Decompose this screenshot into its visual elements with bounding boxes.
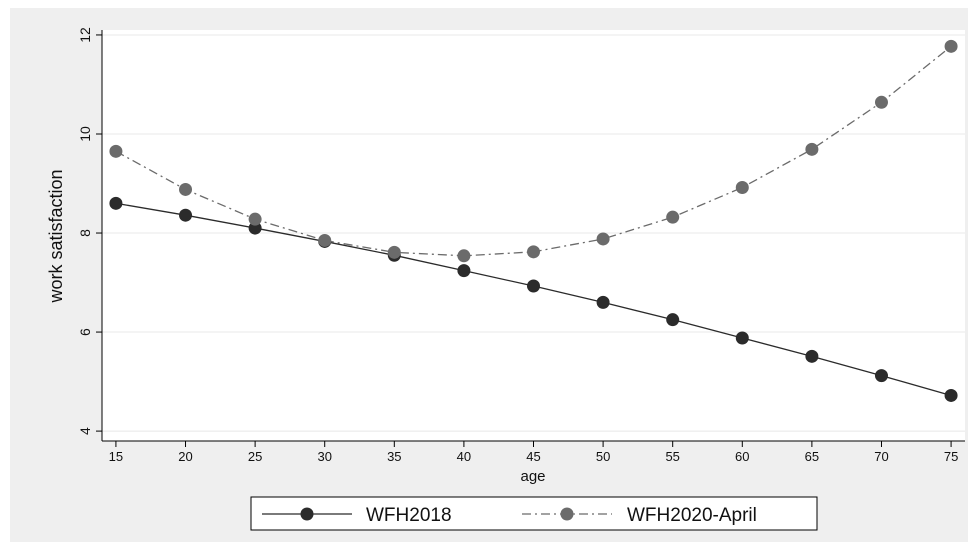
data-point-wfh2018 — [944, 388, 958, 402]
x-tick-label: 25 — [248, 449, 262, 464]
data-point-wfh2020-april — [666, 210, 680, 224]
y-tick-label: 4 — [77, 427, 93, 435]
legend-label-wfh2018: WFH2018 — [366, 505, 452, 526]
x-tick-label: 30 — [317, 449, 331, 464]
y-tick-label: 12 — [77, 27, 93, 43]
y-tick-label: 8 — [77, 229, 93, 237]
data-point-wfh2018 — [109, 196, 123, 210]
x-tick-label: 55 — [665, 449, 679, 464]
data-point-wfh2020-april — [874, 95, 888, 109]
x-tick-label: 75 — [944, 449, 958, 464]
x-tick-label: 60 — [735, 449, 749, 464]
x-tick-label: 70 — [874, 449, 888, 464]
data-point-wfh2020-april — [179, 182, 193, 196]
legend: WFH2018 WFH2020-April — [250, 496, 818, 531]
legend-marker-wfh2018 — [300, 507, 314, 521]
data-point-wfh2018 — [457, 264, 471, 278]
x-axis-label: age — [520, 468, 545, 485]
axes: 4 6 8 10 12 15 20 25 30 35 40 45 50 55 60 65 70 75 — [77, 27, 965, 464]
x-tick-label: 45 — [526, 449, 540, 464]
data-point-wfh2018 — [874, 369, 888, 383]
data-point-wfh2020-april — [735, 180, 749, 194]
x-tick-label: 15 — [109, 449, 123, 464]
data-point-wfh2020-april — [527, 245, 540, 259]
x-tick-label: 20 — [178, 449, 192, 464]
y-axis-label: work satisfaction — [46, 169, 66, 303]
x-tick-label: 35 — [387, 449, 401, 464]
data-point-wfh2020-april — [944, 39, 958, 53]
data-point-wfh2020-april — [109, 144, 123, 158]
data-point-wfh2018 — [248, 221, 262, 235]
data-point-wfh2018 — [179, 208, 193, 222]
data-point-wfh2018 — [527, 279, 540, 293]
legend-item-wfh2018: WFH2018 — [262, 505, 452, 526]
x-tick-label: 40 — [457, 449, 471, 464]
y-tick-label: 6 — [77, 328, 93, 336]
data-point-wfh2018 — [805, 349, 819, 363]
y-tick-label: 10 — [77, 126, 93, 142]
data-point-wfh2018 — [735, 331, 749, 345]
legend-item-wfh2020-april: WFH2020-April — [522, 505, 757, 526]
x-tick-label: 65 — [805, 449, 819, 464]
data-point-wfh2018 — [666, 313, 680, 327]
gridlines — [102, 34, 965, 432]
data-point-wfh2020-april — [248, 212, 262, 226]
data-point-wfh2020-april — [457, 249, 471, 263]
data-point-wfh2020-april — [805, 142, 819, 156]
data-point-wfh2020-april — [387, 245, 401, 259]
data-point-wfh2020-april — [596, 232, 610, 246]
series-layer — [109, 39, 958, 402]
legend-marker-wfh2020-april — [560, 507, 574, 521]
legend-label-wfh2020-april: WFH2020-April — [627, 505, 757, 526]
data-point-wfh2018 — [596, 295, 610, 309]
plot-area — [102, 30, 965, 441]
data-point-wfh2020-april — [318, 233, 332, 247]
x-tick-label: 50 — [596, 449, 610, 464]
